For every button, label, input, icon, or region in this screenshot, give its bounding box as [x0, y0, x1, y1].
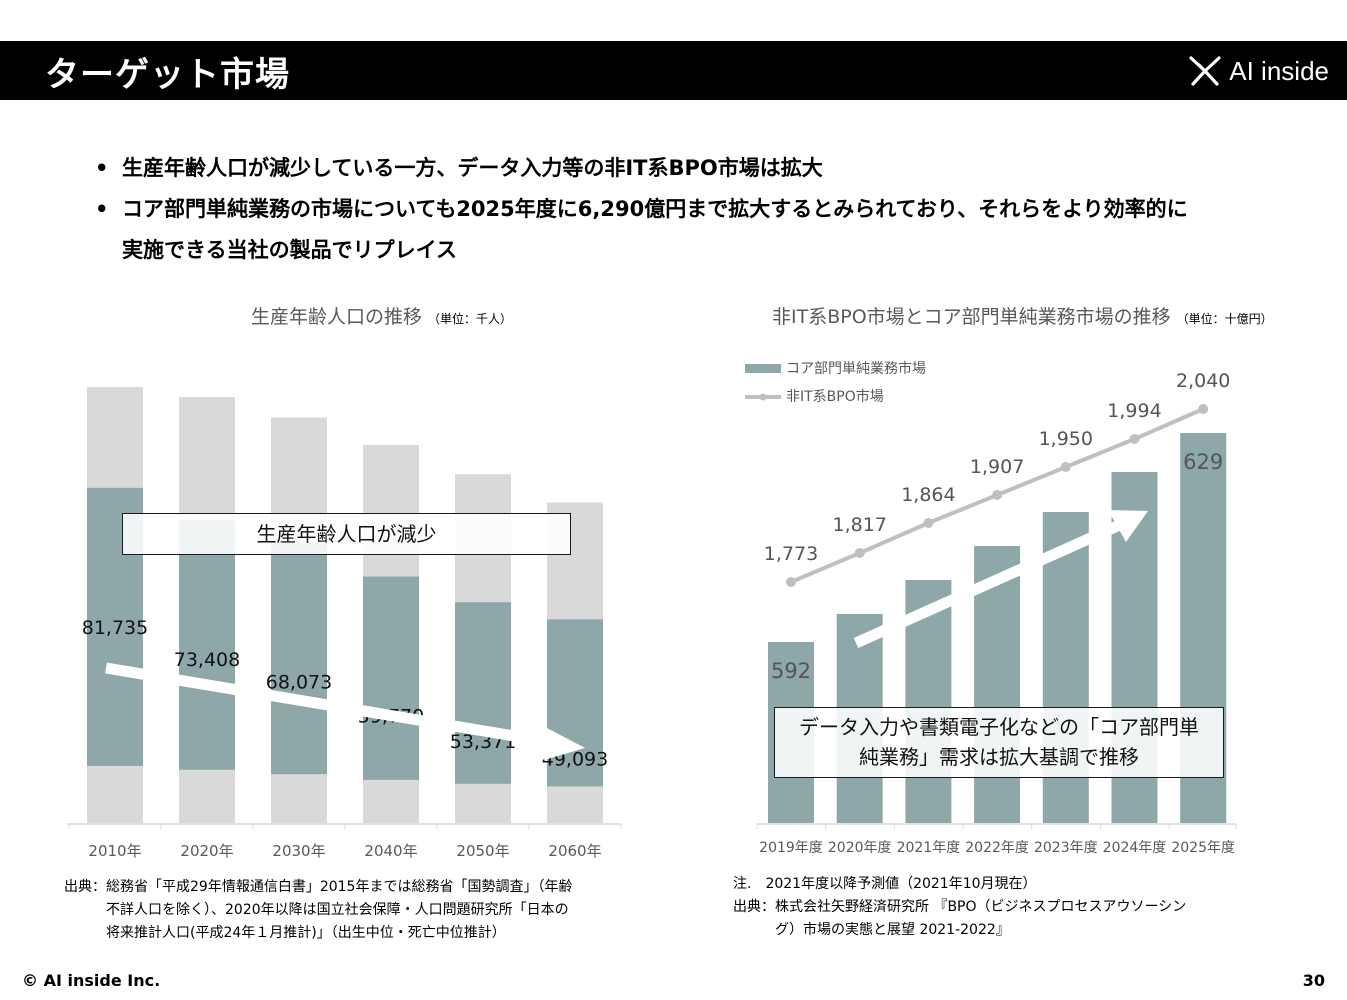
left-chart-callout: 生産年齢人口が減少	[122, 513, 571, 555]
population-x-tick-label: 2050年	[456, 842, 509, 860]
source-line: 将来推計人口(平成24年１月推計)」（出生中位・死亡中位推計）	[106, 925, 506, 941]
bpo-market-point	[854, 548, 865, 558]
bpo-market-point	[992, 490, 1003, 500]
company-logo: AI inside	[1189, 54, 1329, 88]
bullet-list: • 生産年齢人口が減少している一方、データ入力等の非IT系BPO市場は拡大 • …	[95, 148, 1275, 271]
legend-line-label: 非IT系BPO市場	[786, 388, 884, 405]
population-x-tick-label: 2020年	[180, 842, 233, 860]
core-market-data-label: 629	[1183, 450, 1223, 474]
core-market-data-label: 592	[771, 659, 811, 683]
bullet-dot: •	[95, 197, 109, 221]
population-data-label: 53,371	[450, 731, 516, 753]
bpo-market-point	[1198, 404, 1209, 414]
population-x-tick-label: 2060年	[548, 842, 601, 860]
population-data-label: 81,735	[82, 617, 148, 639]
population-bar-total	[271, 417, 327, 823]
left-chart-unit: （単位：千人）	[428, 312, 513, 326]
decrease-arrow-shaft	[105, 662, 557, 749]
source-line: 出典：総務省「平成29年情報通信白書」2015年までは総務省「国勢調査」（年齢	[64, 879, 573, 895]
source-line: 不詳人口を除く）、2020年以降は国立社会保障・人口問題研究所「日本の	[106, 902, 569, 918]
bpo-market-point	[786, 577, 796, 587]
growth-arrow-head	[1108, 510, 1148, 542]
legend-bar-label: コア部門単純業務市場	[786, 360, 926, 377]
population-bar-total	[179, 397, 235, 823]
bpo-x-tick-label: 2020年度	[828, 840, 892, 856]
source-line: 注. 2021年度以降予測値（2021年10月現在）	[733, 876, 1037, 892]
legend-line-marker	[759, 393, 767, 401]
logo-text: AI inside	[1229, 55, 1329, 86]
bullet-dot: •	[95, 156, 109, 180]
page-number: 30	[1302, 971, 1325, 990]
right-callout-line: 純業務」需求は拡大基調で推移	[859, 745, 1139, 769]
right-callout-line: データ入力や書類電子化などの「コア部門単	[799, 715, 1199, 739]
bpo-market-point	[923, 518, 934, 528]
header-bar: ターゲット市場 AI inside	[0, 41, 1347, 100]
bullet-item: • コア部門単純業務の市場についても2025年度に6,290億円まで拡大するとみ…	[95, 189, 1275, 271]
right-chart-title-text: 非IT系BPO市場とコア部門単純業務市場の推移	[772, 306, 1171, 328]
population-data-label: 73,408	[174, 649, 240, 671]
population-bar-total	[87, 387, 143, 823]
population-data-label: 49,093	[542, 748, 608, 770]
source-line: グ）市場の実態と展望 2021-2022』	[775, 922, 1010, 938]
bpo-market-line	[790, 407, 1205, 584]
bullet-item: • 生産年齢人口が減少している一方、データ入力等の非IT系BPO市場は拡大	[95, 148, 1275, 189]
core-market-bar	[905, 580, 952, 823]
page-title: ターゲット市場	[45, 55, 290, 95]
population-data-label: 68,073	[266, 672, 332, 694]
right-chart-callout: データ入力や書類電子化などの「コア部門単 純業務」需求は拡大基調で推移	[774, 707, 1224, 778]
bpo-market-point	[1060, 462, 1071, 472]
bpo-x-tick-label: 2022年度	[965, 840, 1029, 856]
right-chart-unit: （単位：十億円）	[1176, 312, 1273, 326]
left-chart-source-note: 出典：総務省「平成29年情報通信白書」2015年までは総務省「国勢調査」（年齢 …	[64, 876, 572, 945]
copyright: © AI inside Inc.	[22, 971, 161, 990]
bullet-text: 生産年齢人口が減少している一方、データ入力等の非IT系BPO市場は拡大	[122, 156, 823, 180]
left-chart-title: 生産年齢人口の推移 （単位：千人）	[251, 302, 512, 329]
bpo-x-tick-label: 2019年度	[759, 840, 823, 856]
decrease-arrow-head	[544, 728, 585, 760]
population-x-tick-label: 2010年	[88, 842, 141, 860]
population-bar-total	[363, 444, 419, 823]
bpo-market-data-label: 2,040	[1176, 370, 1230, 392]
bpo-market-data-label: 1,864	[901, 484, 955, 506]
bpo-market-data-label: 1,773	[764, 543, 818, 565]
population-data-label: 59,770	[358, 706, 424, 728]
bpo-market-data-label: 1,950	[1039, 428, 1093, 450]
core-market-bar	[974, 546, 1021, 823]
ai-inside-logo-icon	[1189, 56, 1221, 86]
bpo-market-point	[1129, 434, 1140, 444]
population-x-tick-label: 2030年	[272, 842, 325, 860]
population-bar-working-age	[455, 602, 511, 784]
bullet-text: コア部門単純業務の市場についても2025年度に6,290億円まで拡大するとみられ…	[122, 197, 1188, 262]
population-bar-working-age	[179, 520, 235, 770]
bpo-x-tick-label: 2025年度	[1171, 840, 1235, 856]
legend-bar-swatch	[745, 364, 781, 373]
population-bar-working-age	[547, 619, 603, 787]
growth-arrow-shaft	[853, 517, 1127, 649]
bpo-x-tick-label: 2021年度	[897, 840, 961, 856]
bpo-x-tick-label: 2023年度	[1034, 840, 1098, 856]
population-bar-working-age	[363, 576, 419, 780]
bpo-market-data-label: 1,907	[970, 456, 1024, 478]
population-x-tick-label: 2040年	[364, 842, 417, 860]
right-chart-title: 非IT系BPO市場とコア部門単純業務市場の推移 （単位：十億円）	[772, 302, 1273, 329]
left-chart-title-text: 生産年齢人口の推移	[251, 306, 423, 328]
bpo-x-tick-label: 2024年度	[1103, 840, 1167, 856]
source-line: 出典：株式会社矢野経済研究所 『BPO（ビジネスプロセスアウソーシン	[733, 899, 1187, 915]
bpo-market-data-label: 1,817	[832, 514, 886, 536]
population-bar-working-age	[271, 542, 327, 775]
bpo-market-data-label: 1,994	[1107, 400, 1161, 422]
right-chart-source-note: 注. 2021年度以降予測値（2021年10月現在） 出典：株式会社矢野経済研究…	[733, 873, 1186, 942]
